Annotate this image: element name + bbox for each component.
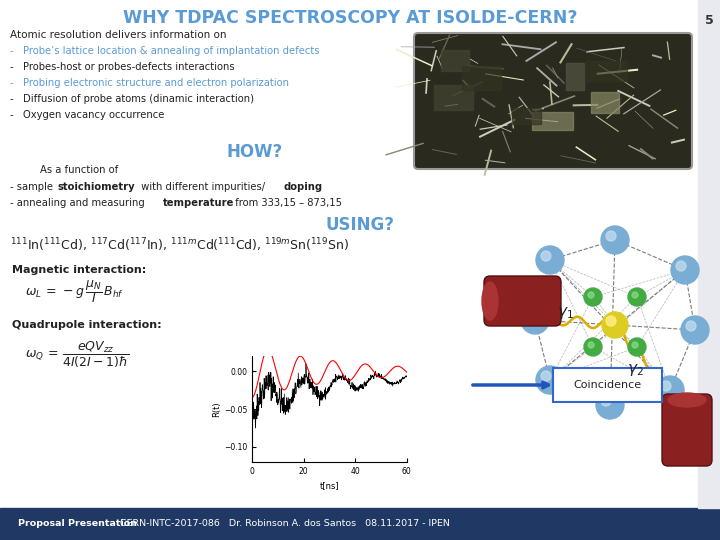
Circle shape [676, 261, 686, 271]
Circle shape [606, 316, 616, 326]
Text: $\gamma_1$: $\gamma_1$ [557, 305, 573, 321]
Circle shape [521, 306, 549, 334]
Text: Atomic resolution delivers information on: Atomic resolution delivers information o… [10, 30, 227, 40]
Bar [434, 85, 473, 110]
Circle shape [632, 292, 638, 298]
Circle shape [656, 376, 684, 404]
Text: -   Diffusion of probe atoms (dinamic interaction): - Diffusion of probe atoms (dinamic inte… [10, 94, 254, 104]
Text: $^{111}$In($^{111}$Cd), $^{117}$Cd($^{117}$In), $^{111m}$Cd($^{111}$Cd), $^{119m: $^{111}$In($^{111}$Cd), $^{117}$Cd($^{11… [10, 236, 349, 254]
Text: Proposal Presentation: Proposal Presentation [18, 519, 137, 529]
Text: Magnetic interaction:: Magnetic interaction: [12, 265, 146, 275]
Circle shape [628, 288, 646, 306]
Text: with different impurities/: with different impurities/ [138, 182, 265, 192]
Bar [698, 0, 720, 508]
Ellipse shape [482, 282, 498, 320]
Text: temperature: temperature [163, 198, 235, 208]
Text: doping: doping [283, 182, 322, 192]
Text: As a function of: As a function of [40, 165, 118, 175]
Text: 5: 5 [705, 14, 714, 26]
Text: - annealing and measuring: - annealing and measuring [10, 198, 148, 208]
Bar [462, 66, 501, 90]
FancyBboxPatch shape [553, 368, 662, 402]
Bar [591, 92, 619, 113]
Bar [0, 508, 720, 540]
Circle shape [584, 288, 602, 306]
Text: USING?: USING? [325, 216, 395, 234]
Bar [566, 63, 585, 90]
Circle shape [596, 391, 624, 419]
Circle shape [541, 251, 551, 261]
Circle shape [588, 292, 594, 298]
Bar [512, 108, 541, 124]
Text: CERN-INTC-2017-086   Dr. Robinson A. dos Santos   08.11.2017 - IPEN: CERN-INTC-2017-086 Dr. Robinson A. dos S… [120, 519, 450, 529]
Bar [585, 60, 626, 81]
Circle shape [602, 312, 628, 338]
Text: $\omega_L\,=\,-g\,\dfrac{\mu_N}{I}\,B_{hf}$: $\omega_L\,=\,-g\,\dfrac{\mu_N}{I}\,B_{h… [25, 279, 124, 306]
Circle shape [632, 342, 638, 348]
Text: $\gamma_2$: $\gamma_2$ [626, 362, 644, 378]
Circle shape [681, 316, 709, 344]
FancyBboxPatch shape [662, 394, 712, 466]
Circle shape [588, 342, 594, 348]
Circle shape [671, 256, 699, 284]
Circle shape [628, 338, 646, 356]
Text: from 333,15 – 873,15: from 333,15 – 873,15 [232, 198, 342, 208]
Circle shape [601, 226, 629, 254]
Text: $\omega_Q\,=\,\dfrac{eQV_{zz}}{4I(2I-1)\hbar}$: $\omega_Q\,=\,\dfrac{eQV_{zz}}{4I(2I-1)\… [25, 340, 129, 370]
Text: WHY TDPAC SPECTROSCOPY AT ISOLDE-CERN?: WHY TDPAC SPECTROSCOPY AT ISOLDE-CERN? [122, 9, 577, 27]
Circle shape [526, 311, 536, 321]
Text: -   Oxygen vacancy occurrence: - Oxygen vacancy occurrence [10, 110, 164, 120]
Bar [531, 112, 573, 130]
Text: stoichiometry: stoichiometry [58, 182, 135, 192]
Text: HOW?: HOW? [227, 143, 283, 161]
Text: -   Probe’s lattice location & annealing of implantation defects: - Probe’s lattice location & annealing o… [10, 46, 320, 56]
Circle shape [584, 338, 602, 356]
Text: Quadrupole interaction:: Quadrupole interaction: [12, 320, 161, 330]
Circle shape [536, 366, 564, 394]
FancyBboxPatch shape [484, 276, 561, 326]
Circle shape [541, 371, 551, 381]
Circle shape [686, 321, 696, 331]
Circle shape [606, 231, 616, 241]
FancyBboxPatch shape [414, 33, 692, 169]
Circle shape [601, 396, 611, 406]
Ellipse shape [668, 393, 706, 407]
Text: -   Probing electronic structure and electron polarization: - Probing electronic structure and elect… [10, 78, 289, 88]
Text: - sample: - sample [10, 182, 56, 192]
Text: Coincidence: Coincidence [573, 380, 641, 390]
Y-axis label: R(t): R(t) [212, 401, 221, 417]
X-axis label: t[ns]: t[ns] [320, 481, 339, 490]
Circle shape [536, 246, 564, 274]
Text: -   Probes-host or probes-defects interactions: - Probes-host or probes-defects interact… [10, 62, 235, 72]
Circle shape [661, 381, 671, 391]
Bar [441, 50, 469, 71]
